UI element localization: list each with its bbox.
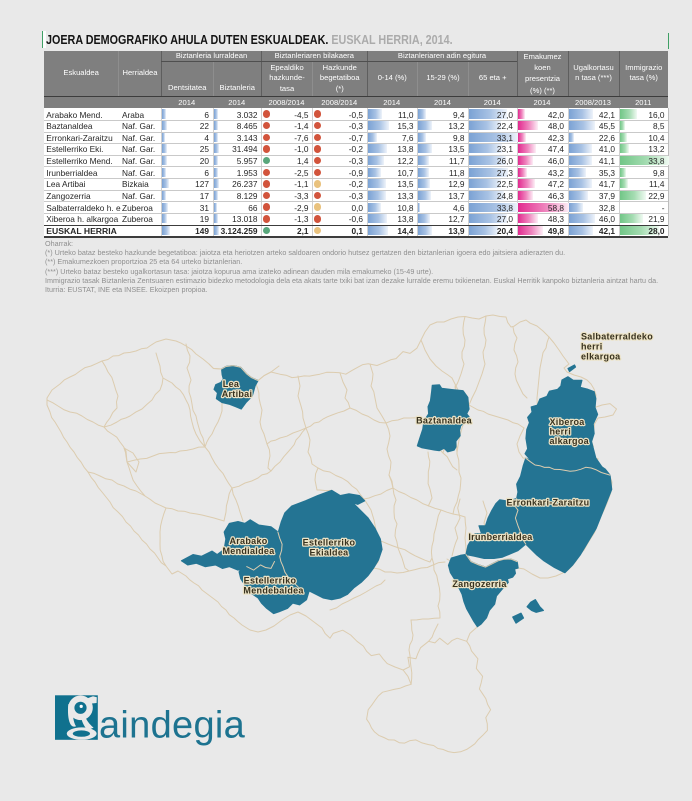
svg-text:herri: herri (550, 427, 572, 437)
svg-text:aindegia: aindegia (99, 705, 246, 747)
svg-text:Xiberoa: Xiberoa (550, 417, 586, 427)
svg-text:Zangozerria: Zangozerria (452, 579, 507, 589)
svg-text:Baztanaldea: Baztanaldea (416, 416, 473, 426)
svg-text:Mendialdea: Mendialdea (222, 546, 275, 556)
svg-text:Arabako: Arabako (229, 536, 267, 546)
svg-text:Lea: Lea (223, 379, 240, 389)
svg-text:alkargoa: alkargoa (550, 436, 590, 446)
svg-text:Erronkari-Zaraitzu: Erronkari-Zaraitzu (507, 497, 590, 507)
svg-text:Salbaterraldeko: Salbaterraldeko (581, 332, 653, 342)
svg-text:Mendebaldea: Mendebaldea (243, 586, 304, 596)
svg-text:elkargoa: elkargoa (581, 352, 621, 362)
svg-text:Artibai: Artibai (222, 389, 253, 399)
svg-text:Irunberrialdea: Irunberrialdea (468, 532, 533, 542)
svg-text:Estellerriko: Estellerriko (303, 537, 356, 547)
svg-text:Estellerriko: Estellerriko (244, 576, 297, 586)
svg-text:Ekialdea: Ekialdea (310, 547, 350, 557)
svg-text:herri: herri (581, 342, 603, 352)
